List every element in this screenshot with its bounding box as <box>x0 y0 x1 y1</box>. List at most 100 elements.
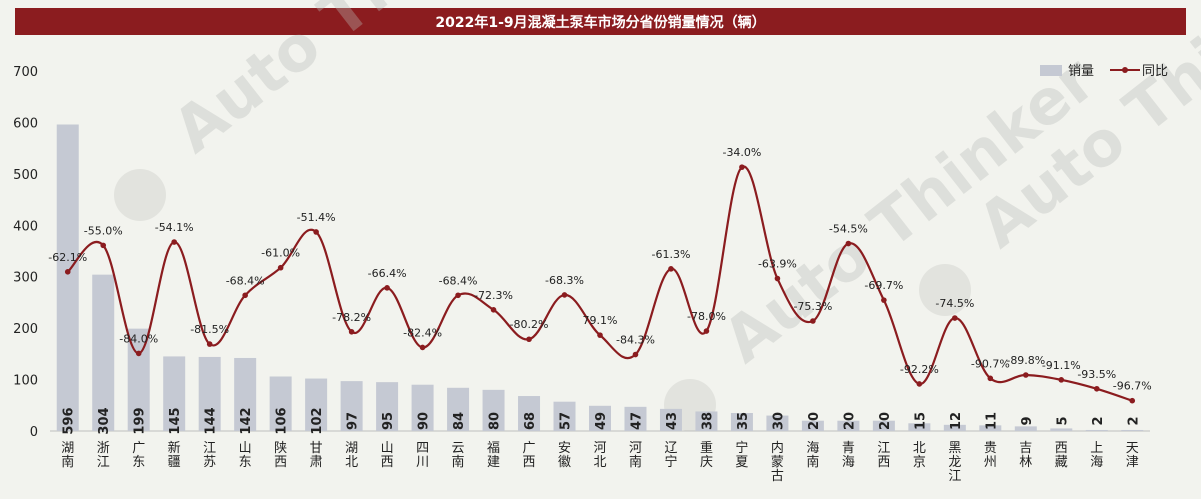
bar <box>730 413 753 431</box>
bar <box>766 415 789 431</box>
yoy-label: -96.7% <box>1113 380 1152 393</box>
bar <box>553 401 576 431</box>
yoy-point <box>916 381 923 387</box>
bar-value-label: 97 <box>346 412 361 430</box>
yoy-label: 79.1% <box>583 314 618 327</box>
bar <box>624 406 647 431</box>
bar-value-label: 20 <box>878 412 893 430</box>
bar <box>198 356 221 431</box>
x-tick-label: 山西 <box>381 441 394 470</box>
x-tick-label: 辽宁 <box>664 441 677 470</box>
bar-value-label: 84 <box>452 412 467 430</box>
x-tick-label: 福建 <box>487 441 500 470</box>
yoy-point <box>206 341 213 347</box>
yoy-point <box>1058 377 1065 383</box>
yoy-label: -66.4% <box>368 267 407 280</box>
bar <box>92 274 115 431</box>
bar-value-label: 5 <box>1055 416 1070 425</box>
yoy-point <box>987 375 994 382</box>
yoy-point <box>64 269 71 275</box>
yoy-label: -68.4% <box>226 274 265 287</box>
x-tick-label: 黑龙江 <box>948 441 961 484</box>
line-series: -62.1% -55.0% -84.0% -54.1% -81.5% -68.4% -61.… <box>48 146 1152 404</box>
x-tick-label: 陕西 <box>274 441 287 470</box>
watermark-logo-icon <box>114 169 166 221</box>
bar <box>163 356 186 431</box>
chart-title: 2022年1-9月混凝土泵车市场分省份销量情况（辆） <box>15 8 1186 35</box>
bar <box>1121 429 1144 431</box>
yoy-point <box>455 292 461 299</box>
bar-value-label: 90 <box>417 412 432 430</box>
x-tick-label: 西藏 <box>1055 441 1068 470</box>
x-tick-label: 北京 <box>913 441 926 470</box>
yoy-point <box>810 318 816 324</box>
yoy-label: -55.0% <box>84 224 123 237</box>
bar <box>659 408 682 431</box>
bar-value-label: 106 <box>275 407 290 434</box>
bar <box>56 124 79 431</box>
yoy-line <box>66 165 1133 402</box>
bar-value-label: 68 <box>523 412 538 430</box>
bar <box>589 405 611 431</box>
yoy-point <box>597 332 603 338</box>
yoy-label: -63.9% <box>758 258 797 271</box>
x-tick-label: 江苏 <box>203 441 216 470</box>
yoy-point <box>171 239 177 245</box>
y-tick-label: 100 <box>13 374 38 389</box>
bar <box>837 420 860 431</box>
yoy-label: -93.5% <box>1077 368 1116 381</box>
bar <box>1050 428 1073 431</box>
yoy-label: -61.3% <box>652 248 691 261</box>
yoy-point <box>952 315 958 321</box>
y-tick-label: 400 <box>13 219 38 234</box>
yoy-label: -54.5% <box>829 223 868 236</box>
bar-value-label: 11 <box>984 412 999 430</box>
bar <box>411 384 434 431</box>
bar-value-label: 9 <box>1020 416 1035 425</box>
yoy-label: -61.0% <box>261 247 300 260</box>
bar-value-label: 2 <box>1126 416 1141 425</box>
bar-value-label: 142 <box>239 407 254 434</box>
y-tick-label: 600 <box>13 116 38 131</box>
yoy-label: -75.3% <box>793 300 832 313</box>
yoy-point <box>1129 397 1136 404</box>
x-tick-label: 贵州 <box>984 441 997 470</box>
yoy-label: -91.1% <box>1042 359 1081 372</box>
yoy-point <box>561 292 568 298</box>
yoy-point <box>313 229 319 235</box>
yoy-point <box>703 328 710 334</box>
yoy-label: -78.2% <box>332 311 371 324</box>
x-tick-label: 湖南 <box>61 441 74 470</box>
legend: 销量 同比 <box>1040 64 1168 79</box>
x-tick-label: 四川 <box>416 441 429 470</box>
x-tick-label: 重庆 <box>700 440 713 470</box>
bar <box>482 389 505 431</box>
yoy-point <box>881 297 887 303</box>
yoy-point <box>277 264 284 271</box>
legend-label: 销量 <box>1068 64 1094 79</box>
bar-value-label: 80 <box>488 412 503 430</box>
yoy-point <box>348 328 355 335</box>
bar <box>269 376 292 431</box>
bar-value-label: 43 <box>665 412 680 430</box>
x-tick-label: 安徽 <box>558 441 571 470</box>
x-tick-label: 宁夏 <box>735 440 748 470</box>
bar <box>695 411 718 431</box>
yoy-label: -62.1% <box>48 251 87 264</box>
x-axis-labels: 湖南浙江广东新疆江苏山东陕西甘肃湖北山西四川云南福建广西安徽河北河南辽宁重庆宁夏… <box>61 440 1139 484</box>
y-tick-label: 200 <box>13 322 38 337</box>
x-tick-label: 新疆 <box>168 440 181 470</box>
x-tick-label: 江西 <box>877 441 890 470</box>
yoy-label: -34.0% <box>722 146 761 159</box>
yoy-label: -54.1% <box>155 221 194 234</box>
yoy-label: -68.4% <box>439 274 478 287</box>
bar-value-label: 20 <box>842 412 857 430</box>
yoy-point <box>490 307 497 313</box>
bar-value-label: 35 <box>736 412 751 430</box>
y-tick-label: 0 <box>30 425 38 440</box>
x-tick-label: 广西 <box>523 441 536 470</box>
x-tick-label: 山东 <box>239 441 252 470</box>
yoy-point <box>100 242 107 249</box>
yoy-point <box>739 164 745 170</box>
